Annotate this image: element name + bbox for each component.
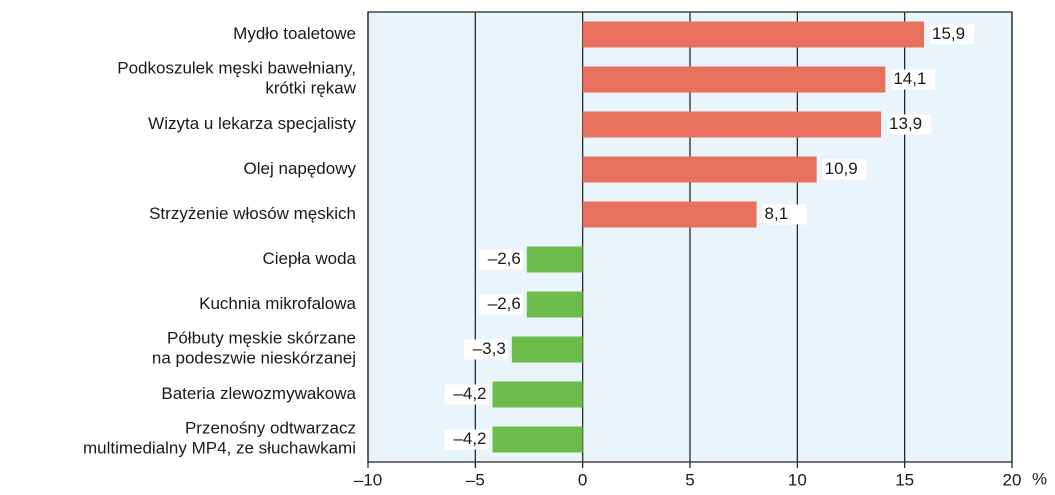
bar bbox=[582, 21, 924, 48]
bar bbox=[582, 201, 757, 228]
value-label: 13,9 bbox=[889, 114, 922, 133]
bar bbox=[511, 336, 583, 363]
value-label-bg bbox=[478, 249, 523, 270]
x-tick-label: 5 bbox=[685, 470, 694, 489]
bar bbox=[582, 156, 817, 183]
x-unit: % bbox=[1032, 469, 1047, 488]
category-label: Ciepła woda bbox=[262, 249, 356, 268]
value-label: 10,9 bbox=[825, 159, 858, 178]
bar bbox=[526, 246, 583, 273]
category-label: Półbuty męskie skórzane na podeszwie nies… bbox=[152, 329, 356, 368]
value-label-bg bbox=[478, 294, 523, 315]
value-label-bg bbox=[762, 204, 807, 225]
value-label-bg bbox=[444, 429, 489, 450]
value-label: –4,2 bbox=[453, 429, 486, 448]
value-label: 14,1 bbox=[893, 69, 926, 88]
value-label: –4,2 bbox=[453, 384, 486, 403]
value-label-bg bbox=[887, 114, 932, 135]
value-label-bg bbox=[822, 159, 867, 180]
value-label: 8,1 bbox=[765, 204, 789, 223]
x-tick-label: –10 bbox=[354, 470, 382, 489]
value-label-bg bbox=[929, 24, 974, 45]
category-label: Mydło toaletowe bbox=[233, 24, 356, 43]
x-tick-label: 15 bbox=[895, 470, 914, 489]
x-tick-label: –5 bbox=[466, 470, 485, 489]
value-label-bg bbox=[444, 384, 489, 405]
category-label: Przenośny odtwarzacz multimedialny MP4, z… bbox=[83, 419, 356, 458]
value-label: –3,3 bbox=[473, 339, 506, 358]
bar bbox=[582, 66, 886, 93]
x-tick-label: 10 bbox=[788, 470, 807, 489]
value-label-bg bbox=[463, 339, 508, 360]
bar bbox=[526, 291, 583, 318]
value-label: –2,6 bbox=[488, 249, 521, 268]
category-label: Strzyżenie włosów męskich bbox=[149, 204, 356, 223]
bar bbox=[492, 426, 583, 453]
bar bbox=[492, 381, 583, 408]
x-tick-label: 20 bbox=[1003, 470, 1022, 489]
category-label: Podkoszulek męski bawełniany, krótki ręka… bbox=[117, 59, 356, 98]
value-label: –2,6 bbox=[488, 294, 521, 313]
x-tick-label: 0 bbox=[578, 470, 587, 489]
category-label: Wizyta u lekarza specjalisty bbox=[148, 114, 356, 133]
category-label: Olej napędowy bbox=[244, 159, 357, 178]
value-label-bg bbox=[891, 69, 936, 90]
category-label: Kuchnia mikrofalowa bbox=[199, 294, 356, 313]
category-label: Bateria zlewozmywakowa bbox=[161, 384, 356, 403]
bar bbox=[582, 111, 882, 138]
value-label: 15,9 bbox=[932, 24, 965, 43]
